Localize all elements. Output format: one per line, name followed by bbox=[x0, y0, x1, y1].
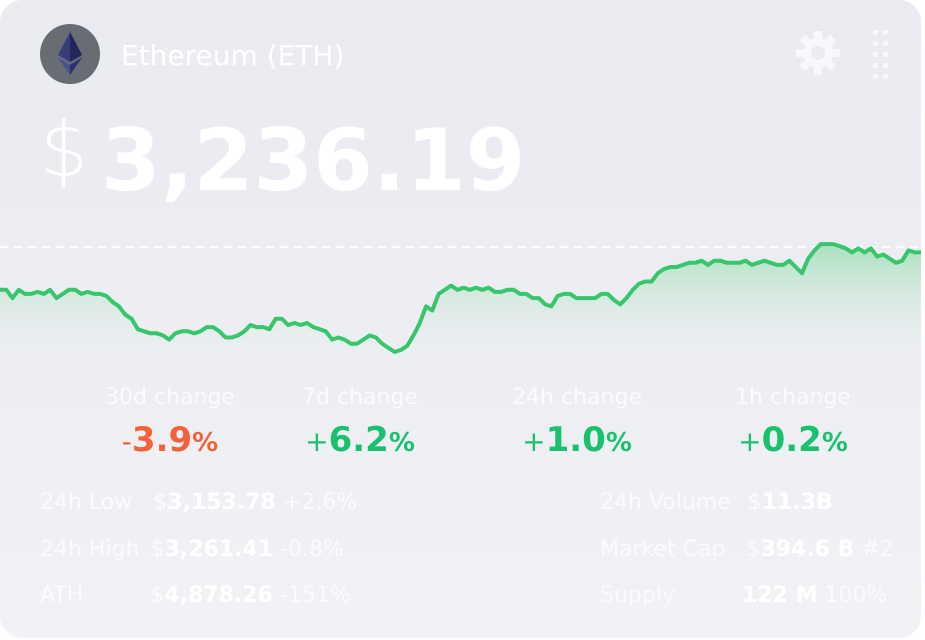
change-label: 1h change bbox=[735, 385, 851, 410]
change-30d: 30d change -3.9% bbox=[60, 385, 280, 460]
stat-label: 24h Low bbox=[40, 490, 133, 515]
change-value: +6.2% bbox=[305, 420, 415, 460]
stat-value: 11.3B bbox=[761, 490, 833, 515]
stat-label: Market Cap bbox=[600, 537, 726, 562]
change-1h: 1h change +0.2% bbox=[683, 385, 903, 460]
price-chart bbox=[0, 242, 921, 360]
stat-value: 3,261.41 bbox=[164, 537, 274, 562]
stat-value: 122 M bbox=[741, 583, 818, 608]
stat-label: 24h Volume bbox=[600, 490, 731, 515]
stat-24h-high: 24h High $3,261.41 -0.8% bbox=[40, 537, 344, 562]
change-label: 7d change bbox=[302, 385, 418, 410]
stat-delta: 100% bbox=[824, 583, 888, 608]
change-label: 24h change bbox=[512, 385, 642, 410]
stat-value: 4,878.26 bbox=[164, 583, 273, 608]
change-value: +1.0% bbox=[522, 420, 632, 460]
change-7d: 7d change +6.2% bbox=[250, 385, 470, 460]
stat-delta: +2.6% bbox=[282, 490, 358, 515]
stat-supply: Supply 122 M 100% bbox=[600, 583, 887, 608]
chart-area-fill bbox=[0, 244, 921, 360]
vertical-dots-icon[interactable] bbox=[871, 30, 891, 80]
gear-icon[interactable] bbox=[795, 30, 841, 76]
stat-delta: -0.8% bbox=[280, 537, 344, 562]
stat-delta: -151% bbox=[279, 583, 351, 608]
stat-24h-low: 24h Low $3,153.78 +2.6% bbox=[40, 490, 358, 515]
stat-market-cap: Market Cap $394.6 B #2 bbox=[600, 537, 894, 562]
change-value: -3.9% bbox=[121, 420, 219, 460]
coin-name: Ethereum (ETH) bbox=[121, 39, 345, 72]
stat-label: ATH bbox=[40, 583, 84, 608]
stat-24h-volume: 24h Volume $11.3B bbox=[600, 490, 833, 515]
price-value: 3,236.19 bbox=[101, 111, 526, 211]
price-currency-symbol: $ bbox=[40, 105, 89, 194]
stat-value: 3,153.78 bbox=[167, 490, 276, 515]
change-value: +0.2% bbox=[738, 420, 848, 460]
change-24h: 24h change +1.0% bbox=[467, 385, 687, 460]
stat-label: 24h High bbox=[40, 537, 140, 562]
stat-label: Supply bbox=[600, 583, 675, 608]
change-label: 30d change bbox=[105, 385, 235, 410]
stat-value: 394.6 B bbox=[760, 537, 855, 562]
stat-ath: ATH $4,878.26 -151% bbox=[40, 583, 351, 608]
stat-rank: #2 bbox=[861, 537, 894, 562]
chart-price-line bbox=[0, 242, 921, 354]
ethereum-logo-icon bbox=[40, 24, 100, 84]
